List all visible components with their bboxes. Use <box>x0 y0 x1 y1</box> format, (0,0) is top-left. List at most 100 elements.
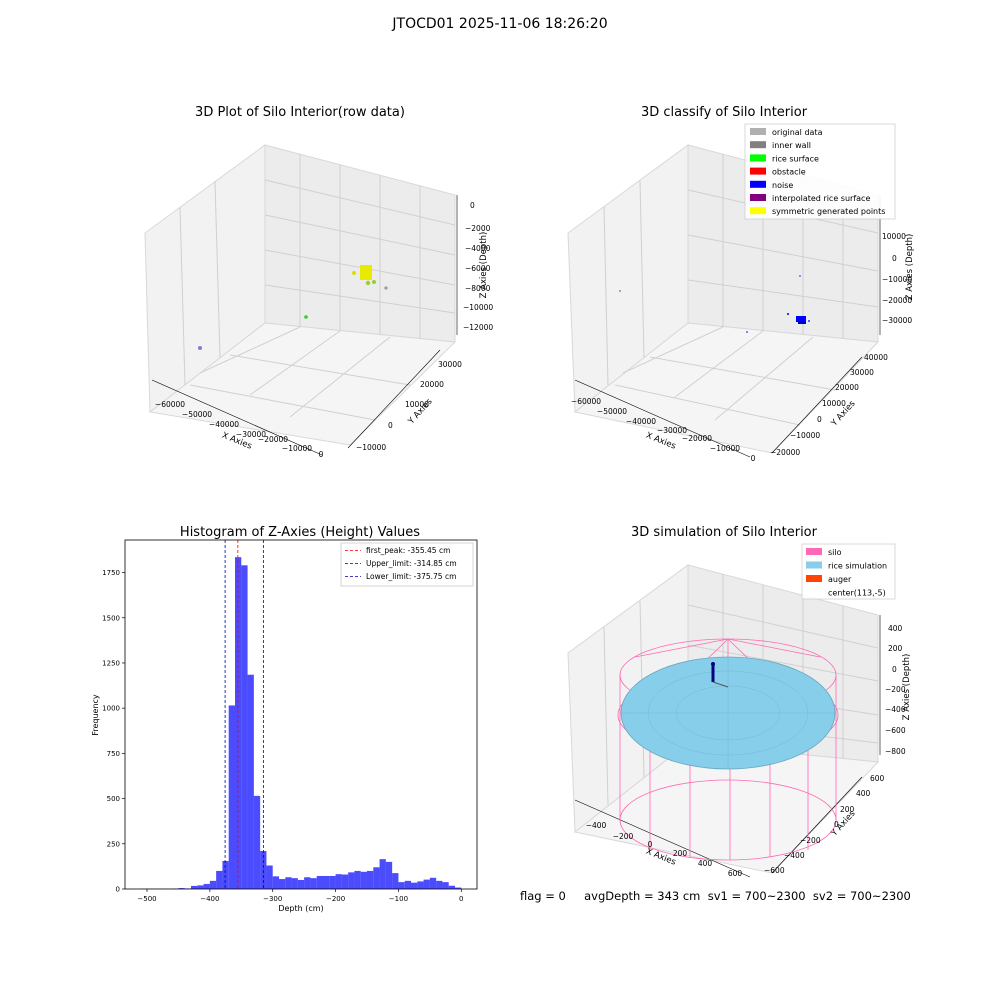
x-tick-label: 400 <box>698 859 713 868</box>
reference-lines <box>224 540 264 889</box>
z-tick-labels: 0 −2000 −4000 −6000 −8000 −10000 −12000 <box>463 201 493 332</box>
legend-swatch <box>750 167 766 175</box>
noise-cluster <box>796 316 806 322</box>
histogram-bar <box>272 876 279 889</box>
histogram-chart: Histogram of Z-Axies (Height) Values −50… <box>91 525 478 913</box>
y-tick-label: 250 <box>107 840 120 848</box>
scatter-point <box>746 331 748 333</box>
x-axis-label: Depth (cm) <box>278 904 323 913</box>
histogram-bar <box>222 860 229 889</box>
legend-label: Lower_limit: -375.75 cm <box>366 572 456 581</box>
z-tick-label: 10000 <box>882 232 906 241</box>
x-tick-label: −10000 <box>710 444 740 453</box>
chart-title: Histogram of Z-Axies (Height) Values <box>180 525 420 540</box>
y-tick-label: 0 <box>116 886 120 894</box>
legend-swatch <box>750 194 766 201</box>
y-tick-label: 30000 <box>850 368 874 377</box>
legend-label: first_peak: -355.45 cm <box>366 546 450 555</box>
panel-title: 3D Plot of Silo Interior(row data) <box>195 105 405 120</box>
z-tick-label: −10000 <box>463 303 493 312</box>
plot-frame <box>124 539 478 890</box>
histogram-bar <box>203 883 210 889</box>
scatter-point <box>352 271 356 275</box>
z-tick-label: −200 <box>885 685 906 694</box>
y-tick-label: −600 <box>764 866 785 875</box>
x-tick-label: 0 <box>751 454 756 463</box>
legend-label: original data <box>772 128 823 137</box>
histogram-bar <box>385 861 393 889</box>
histogram-bar <box>354 870 361 889</box>
legend-swatch <box>806 548 822 555</box>
histogram-bar <box>455 887 462 889</box>
z-tick-label: 0 <box>470 201 475 210</box>
y-tick-label: 30000 <box>438 360 462 369</box>
figure-title: JTOCD01 2025-11-06 18:26:20 <box>392 16 608 32</box>
legend-label: center(113,-5) <box>828 589 886 598</box>
y-tick-label: 20000 <box>835 383 859 392</box>
y-tick-label: 1750 <box>102 569 120 577</box>
z-tick-label: −2000 <box>465 224 491 233</box>
x-tick-label: −100 <box>389 895 408 903</box>
legend-swatch <box>750 207 766 215</box>
scatter-point <box>198 346 202 350</box>
y-tick-label: 400 <box>856 789 871 798</box>
y-tick-label: 0 <box>388 421 393 430</box>
legend: first_peak: -355.45 cm Upper_limit: -314.… <box>340 542 474 587</box>
histogram-bar <box>216 870 223 889</box>
y-tick-label: −20000 <box>770 448 800 457</box>
legend-box <box>340 542 474 587</box>
y-tick-labels: −10000 0 10000 20000 30000 <box>356 360 462 452</box>
x-tick-label: 600 <box>728 869 743 878</box>
axes-box <box>144 144 457 446</box>
histogram-bar <box>235 557 242 889</box>
legend-label: inner wall <box>772 141 811 150</box>
x-tick-label: 0 <box>319 450 324 459</box>
x-tick-label: −400 <box>586 821 607 830</box>
y-tick-label: 20000 <box>420 380 444 389</box>
histogram-bar <box>197 885 204 889</box>
histogram-bar <box>367 870 374 889</box>
legend-label: obstacle <box>772 168 806 177</box>
z-axis-label: Z Axies (Depth) <box>905 234 915 301</box>
y-tick-label: 10000 <box>405 400 429 409</box>
y-tick-label: 1000 <box>102 705 120 713</box>
legend-swatch <box>750 128 766 135</box>
histogram-bar <box>448 885 455 889</box>
histogram-bar <box>247 674 254 889</box>
histogram-bar <box>191 885 198 889</box>
z-tick-label: 0 <box>892 254 897 263</box>
legend-label: symmetric generated points <box>772 207 885 216</box>
z-tick-label: −8000 <box>465 284 491 293</box>
status-line: flag = 0 avgDepth = 343 cm sv1 = 700~230… <box>520 889 911 903</box>
histogram-bar <box>241 565 248 889</box>
scatter-point <box>787 313 789 315</box>
z-tick-label: 400 <box>888 624 903 633</box>
y-tick-label: 600 <box>870 774 885 783</box>
x-tick-labels: −60000 −50000 −40000 −30000 −20000 −1000… <box>571 397 756 463</box>
scatter-point <box>372 280 376 284</box>
legend-swatch <box>806 575 822 582</box>
legend-label: silo <box>828 548 842 557</box>
legend-label: rice surface <box>772 154 819 163</box>
histogram-bar <box>329 875 336 889</box>
histogram-bar <box>297 879 305 889</box>
x-tick-label: −20000 <box>258 435 288 444</box>
y-tick-label: −10000 <box>356 443 386 452</box>
histogram-bars <box>140 557 462 889</box>
x-tick-labels: −60000 −50000 −40000 −30000 −20000 −1000… <box>155 400 324 459</box>
panel-raw-3d: 3D Plot of Silo Interior(row data) −6000… <box>144 105 493 459</box>
z-tick-label: −10000 <box>882 275 912 284</box>
x-tick-label: −50000 <box>597 407 627 416</box>
y-tick-label: −400 <box>784 851 805 860</box>
histogram-bar <box>442 882 449 889</box>
legend-label: noise <box>772 181 793 190</box>
panel-simulation-3d: 3D simulation of Silo Interior <box>567 525 912 878</box>
z-axis-label: Z Axies (Depth) <box>479 232 489 299</box>
x-tick-labels: −400 −200 0 200 400 600 <box>586 821 743 878</box>
z-tick-label: −20000 <box>882 296 912 305</box>
y-tick-labels: −20000 −10000 0 10000 20000 30000 40000 <box>770 353 888 457</box>
scatter-points <box>619 275 810 333</box>
x-tick-label: 0 <box>459 895 463 903</box>
y-tick-label: 1250 <box>102 659 120 667</box>
x-tick-label: −40000 <box>626 417 656 426</box>
